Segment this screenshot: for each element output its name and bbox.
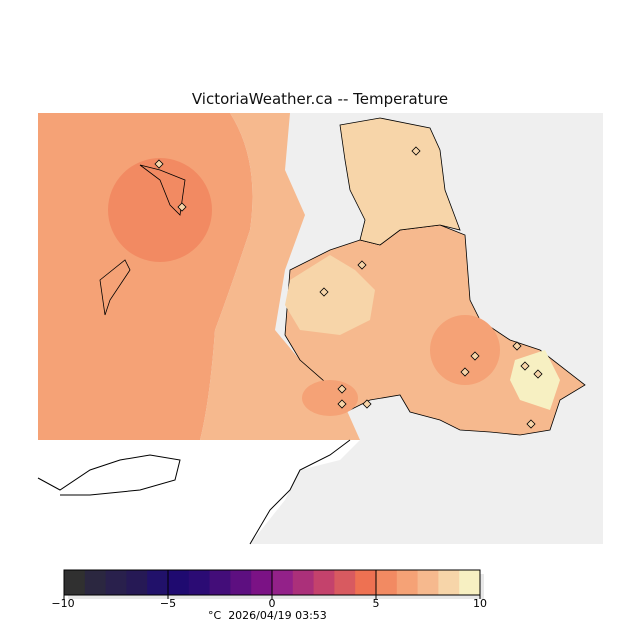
contour-6-7-south: [302, 380, 358, 416]
unit-label: °C: [208, 609, 222, 622]
contour-7-8: [200, 113, 360, 440]
coastline-south: [37, 439, 351, 545]
station-markers: [154, 146, 543, 429]
colorbar-bin: [355, 570, 377, 595]
colorbar-bin: [188, 570, 211, 595]
contour-6-7-east: [430, 315, 500, 385]
colorbar-tick: 0: [268, 597, 276, 610]
colorbar-tick: −10: [51, 597, 75, 610]
colorbar-bin: [313, 570, 335, 595]
colorbar-bin: [292, 570, 315, 595]
colorbar-bin: [230, 570, 252, 595]
colorbar-tick: −5: [159, 597, 177, 610]
timestamp: 2026/04/19 03:53: [228, 609, 327, 622]
colorbar-bin: [417, 570, 439, 595]
colorbar-bin: [168, 570, 190, 595]
colorbar-bin: [438, 570, 460, 595]
contour-5-6-west: [108, 158, 212, 262]
colorbar-bin: [251, 570, 273, 595]
colorbar-bin: [147, 570, 169, 595]
colorbar-bin: [126, 570, 148, 595]
colorbar-bin: [376, 570, 398, 595]
colorbar-bin: [84, 570, 107, 595]
colorbar: [63, 569, 484, 599]
colorbar-bin: [105, 570, 127, 595]
land-northeast-8-9: [339, 117, 461, 246]
colorbar-tick: 5: [372, 597, 380, 610]
colorbar-tick: 10: [473, 597, 487, 610]
colorbar-bin: [459, 570, 481, 595]
colorbar-bin: [272, 570, 294, 595]
colorbar-bin: [64, 570, 86, 595]
colorbar-bin: [334, 570, 356, 595]
colorbar-caption: °C 2026/04/19 03:53: [208, 609, 327, 622]
contour-8-9-mid: [285, 255, 375, 335]
land-south: [38, 440, 360, 544]
map-title: VictoriaWeather.ca -- Temperature: [191, 90, 449, 108]
colorbar-bin: [209, 570, 231, 595]
colorbar-bin: [396, 570, 419, 595]
island-west: [99, 164, 186, 316]
